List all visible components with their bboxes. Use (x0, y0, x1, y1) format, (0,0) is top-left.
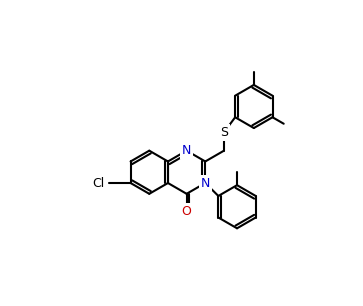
Text: S: S (220, 126, 228, 139)
Text: N: N (182, 144, 191, 157)
Text: Cl: Cl (92, 177, 105, 189)
Text: O: O (182, 204, 192, 218)
Text: N: N (201, 177, 210, 189)
